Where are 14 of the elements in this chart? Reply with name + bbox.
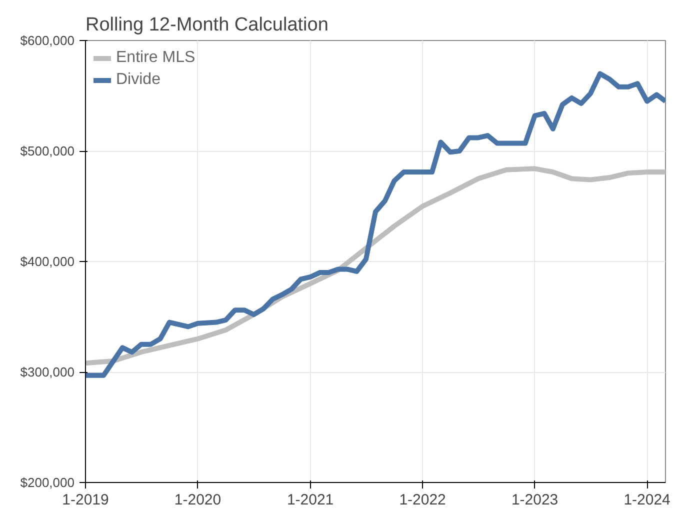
x-tick-label: 1-2023 xyxy=(511,492,558,508)
y-tick-label: $600,000 xyxy=(20,33,75,48)
x-tick-label: 1-2020 xyxy=(174,492,222,508)
y-tick-label: $400,000 xyxy=(20,254,75,269)
x-tick-label: 1-2021 xyxy=(286,492,334,508)
y-tick-label: $300,000 xyxy=(20,364,75,380)
x-tick-label: 1-2022 xyxy=(399,492,446,508)
chart-title: Rolling 12-Month Calculation xyxy=(86,14,328,36)
y-tick-label: $500,000 xyxy=(20,144,75,158)
legend-label: Divide xyxy=(116,71,160,89)
legend-label: Entire MLS xyxy=(116,49,196,67)
y-tick-label: $200,000 xyxy=(20,475,75,490)
x-tick-label: 1-2019 xyxy=(62,492,109,508)
x-tick-label: 1-2024 xyxy=(624,492,670,508)
